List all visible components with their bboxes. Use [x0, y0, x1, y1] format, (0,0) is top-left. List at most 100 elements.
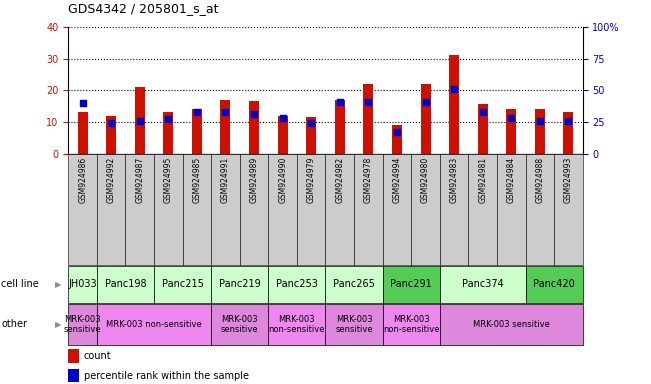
Text: Panc265: Panc265 [333, 279, 375, 289]
Bar [326, 304, 383, 345]
Point [363, 99, 374, 105]
Point [191, 109, 202, 115]
Point [534, 118, 545, 124]
Bar [525, 266, 583, 303]
Text: GSM924981: GSM924981 [478, 157, 487, 203]
Bar [497, 154, 525, 265]
Text: GSM924995: GSM924995 [164, 157, 173, 203]
Text: GSM924989: GSM924989 [249, 157, 258, 203]
Point [220, 109, 230, 115]
Bar [77, 113, 88, 154]
Text: GSM924991: GSM924991 [221, 157, 230, 203]
Bar [383, 304, 440, 345]
Point [163, 116, 174, 122]
Text: other: other [1, 319, 27, 329]
Bar [554, 154, 583, 265]
Bar [383, 154, 411, 265]
Bar [354, 154, 383, 265]
Text: GSM924986: GSM924986 [78, 157, 87, 203]
Bar [68, 369, 79, 382]
Bar [68, 304, 97, 345]
Text: MRK-003
sensitive: MRK-003 sensitive [64, 315, 102, 334]
Text: GSM924979: GSM924979 [307, 157, 316, 203]
Text: GSM924990: GSM924990 [278, 157, 287, 203]
Bar [154, 266, 211, 303]
Bar [135, 87, 145, 154]
Bar [363, 84, 374, 154]
Bar [221, 100, 230, 154]
Bar [392, 125, 402, 154]
Point [421, 99, 431, 105]
Text: Panc215: Panc215 [161, 279, 204, 289]
Text: cell line: cell line [1, 279, 39, 289]
Bar [268, 154, 297, 265]
Text: Panc253: Panc253 [276, 279, 318, 289]
Bar [306, 117, 316, 154]
Point [106, 120, 117, 126]
Point [277, 115, 288, 121]
Bar [211, 154, 240, 265]
Bar [97, 304, 211, 345]
Text: GSM924978: GSM924978 [364, 157, 373, 203]
Bar [297, 154, 326, 265]
Bar [183, 154, 211, 265]
Bar [534, 109, 545, 154]
Point [335, 99, 345, 105]
Text: GSM924993: GSM924993 [564, 157, 573, 203]
Bar [163, 113, 173, 154]
Point [77, 100, 88, 106]
Text: Panc374: Panc374 [462, 279, 503, 289]
Text: MRK-003 sensitive: MRK-003 sensitive [473, 320, 549, 329]
Text: MRK-003
non-sensitive: MRK-003 non-sensitive [269, 315, 326, 334]
Text: MRK-003
sensitive: MRK-003 sensitive [335, 315, 373, 334]
Point [563, 118, 574, 124]
Text: GSM924985: GSM924985 [193, 157, 201, 203]
Text: MRK-003
non-sensitive: MRK-003 non-sensitive [383, 315, 439, 334]
Text: count: count [84, 351, 111, 361]
Bar [326, 154, 354, 265]
Bar [97, 266, 154, 303]
Text: JH033: JH033 [68, 279, 97, 289]
Text: Panc198: Panc198 [105, 279, 146, 289]
Text: ▶: ▶ [55, 280, 62, 289]
Point [449, 86, 459, 92]
Bar [277, 116, 288, 154]
Bar [478, 104, 488, 154]
Bar [440, 266, 525, 303]
Text: ▶: ▶ [55, 320, 62, 329]
Bar [192, 109, 202, 154]
Text: MRK-003
sensitive: MRK-003 sensitive [221, 315, 258, 334]
Text: GSM924994: GSM924994 [393, 157, 402, 203]
Text: Panc420: Panc420 [533, 279, 575, 289]
Point [306, 120, 316, 126]
Bar [326, 266, 383, 303]
Bar [268, 266, 326, 303]
Text: GSM924984: GSM924984 [506, 157, 516, 203]
Bar [268, 304, 326, 345]
Text: Panc219: Panc219 [219, 279, 260, 289]
Bar [154, 154, 183, 265]
Text: GSM924988: GSM924988 [535, 157, 544, 203]
Bar [383, 266, 440, 303]
Text: Panc291: Panc291 [391, 279, 432, 289]
Bar [468, 154, 497, 265]
Point [249, 111, 259, 118]
Bar [68, 266, 97, 303]
Bar [411, 154, 440, 265]
Text: GSM924980: GSM924980 [421, 157, 430, 203]
Bar [440, 154, 468, 265]
Point [392, 129, 402, 135]
Bar [563, 113, 574, 154]
Bar [449, 55, 459, 154]
Bar [211, 266, 268, 303]
Bar [421, 84, 430, 154]
Bar [68, 154, 97, 265]
Bar [240, 154, 268, 265]
Point [477, 109, 488, 115]
Text: GSM924987: GSM924987 [135, 157, 145, 203]
Text: GSM924992: GSM924992 [107, 157, 116, 203]
Text: GDS4342 / 205801_s_at: GDS4342 / 205801_s_at [68, 2, 219, 15]
Bar [249, 101, 259, 154]
Text: MRK-003 non-sensitive: MRK-003 non-sensitive [106, 320, 202, 329]
Bar [68, 349, 79, 363]
